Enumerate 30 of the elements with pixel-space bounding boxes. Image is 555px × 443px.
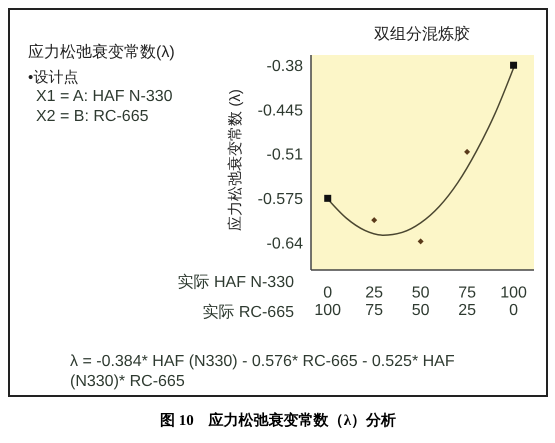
caption: 图 10 应力松弛衰变常数（λ）分析 — [158, 411, 398, 430]
x2-tick-label: 50 — [410, 302, 431, 320]
x2-tick-label: 75 — [364, 302, 384, 320]
y-tick-label: -0.575 — [258, 191, 304, 208]
point — [371, 217, 378, 224]
x2-tick-label: 0 — [508, 302, 519, 320]
text: 应力松弛衰变常数(λ) — [28, 42, 175, 63]
point — [418, 238, 424, 244]
x-tick-label: 50 — [412, 284, 430, 302]
point — [324, 194, 332, 202]
text: λ = -0.384* HAF (N330) - 0.576* RC-665 - 0.525* HAF (N330)* RC-665 — [70, 352, 456, 392]
point — [464, 148, 470, 155]
x-axis-title: 实际 HAF N-330 — [178, 272, 294, 293]
y-tick-label: -0.38 — [266, 58, 304, 75]
x2-tick-label: 25 — [457, 302, 477, 320]
y-tick-label: -0.445 — [258, 102, 304, 120]
text: •设计点 — [28, 68, 78, 87]
x-tick-label: 0 — [323, 284, 332, 302]
x2-axis-title: 实际 RC-665 — [202, 302, 294, 323]
text: X2 = B: RC-665 — [36, 108, 148, 126]
text: X1 = A: HAF N-330 — [36, 88, 173, 106]
y-tick-label: -0.51 — [266, 146, 304, 164]
point — [510, 62, 518, 69]
x-tick-label: 100 — [500, 284, 528, 302]
chart-subtitle: 双组分混炼胶 — [373, 24, 471, 45]
x-tick-label: 25 — [365, 284, 384, 302]
y-axis-title: 应力松弛衰变常数 (λ) — [226, 88, 245, 233]
y-tick-label: -0.64 — [266, 235, 304, 252]
x-tick-label: 75 — [458, 284, 476, 302]
x2-tick-label: 100 — [313, 302, 342, 320]
